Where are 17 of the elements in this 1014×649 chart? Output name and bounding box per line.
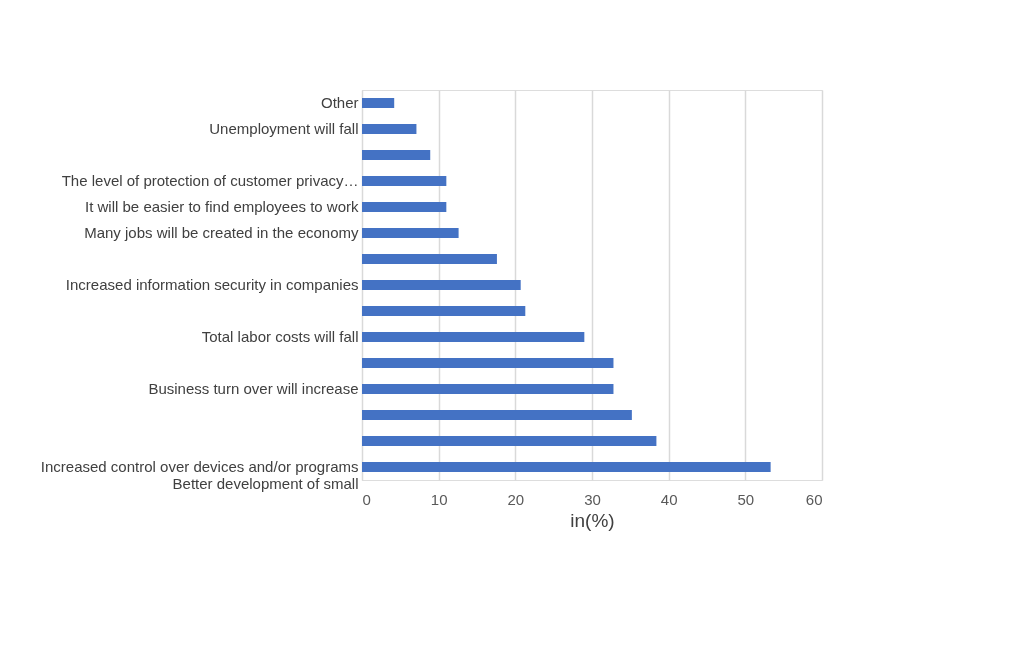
y-tick-label: Total labor costs will fall xyxy=(201,328,359,345)
y-tick-label: Unemployment will fall xyxy=(209,120,359,137)
y-tick-label: The level of protection of customer privacy… xyxy=(61,172,359,189)
x-tick-label: 20 xyxy=(507,490,525,508)
y-tick-label: Other xyxy=(320,94,359,111)
y-tick-label: Business turn over will increase xyxy=(148,380,359,397)
y-tick-label: Increased control over devices and/or programs Better development of small xyxy=(40,458,359,492)
x-tick-label: 50 xyxy=(737,490,755,508)
y-tick-label: It will be easier to find employees to work xyxy=(85,198,359,215)
x-tick-label: 0 xyxy=(362,490,371,508)
x-tick-label: 40 xyxy=(660,490,678,508)
x-axis-title: in(%) xyxy=(570,509,615,531)
x-tick-label: 10 xyxy=(430,490,448,508)
x-tick-label: 60 xyxy=(805,490,823,508)
y-tick-label: Increased information security in companies xyxy=(65,276,359,293)
y-tick-label: Many jobs will be created in the economy xyxy=(84,224,359,241)
x-tick-label: 30 xyxy=(584,490,601,508)
